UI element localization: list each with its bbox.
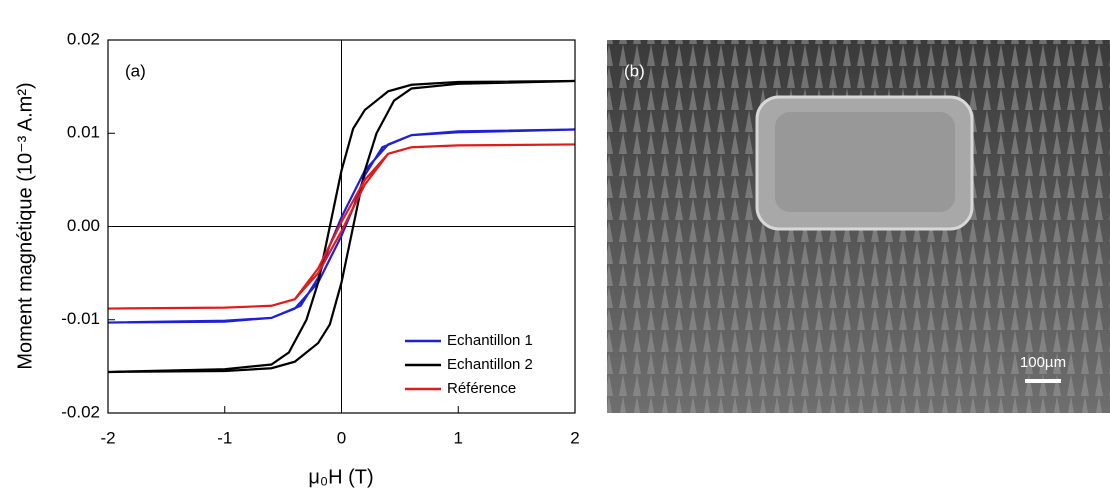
y-tick-label: -0.02 bbox=[61, 402, 100, 421]
y-tick-label: -0.01 bbox=[61, 309, 100, 328]
x-tick-label: 2 bbox=[570, 428, 579, 447]
scale-bar bbox=[1025, 379, 1061, 383]
x-tick-label: -1 bbox=[217, 428, 232, 447]
plot-frame bbox=[107, 39, 576, 414]
legend-label: Echantillon 1 bbox=[447, 332, 533, 349]
annotation: (a) bbox=[125, 61, 146, 80]
x-tick-label: -2 bbox=[100, 428, 115, 447]
y-axis-label: Moment magnétique (10⁻³ A.m²) bbox=[14, 82, 36, 369]
scale-bar-label: 100µm bbox=[1020, 354, 1066, 371]
y-tick-label: 0.01 bbox=[67, 123, 100, 142]
legend-label: Référence bbox=[447, 380, 516, 397]
y-tick-label: 0.00 bbox=[67, 216, 100, 235]
x-tick-label: 0 bbox=[337, 428, 346, 447]
pillar-surface bbox=[775, 112, 955, 212]
legend-label: Echantillon 2 bbox=[447, 356, 533, 373]
x-axis-label: μ₀H (T) bbox=[308, 466, 373, 488]
sem-image: (b) 100µm bbox=[607, 40, 1110, 413]
x-tick-label: 1 bbox=[454, 428, 463, 447]
image-label: (b) bbox=[624, 61, 645, 80]
chart: (a) μ₀H (T) Moment magnétique (10⁻³ A.m²… bbox=[14, 29, 579, 488]
y-tick-label: 0.02 bbox=[67, 29, 100, 48]
